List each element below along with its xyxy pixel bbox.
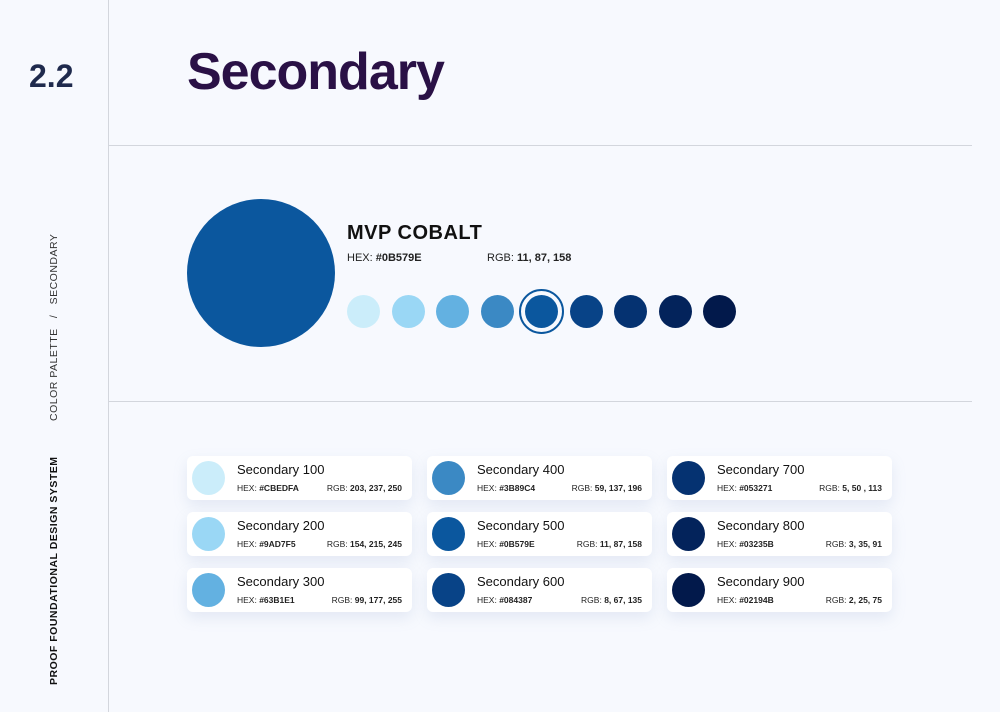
section-number: 2.2 <box>29 58 74 94</box>
swatch-circle <box>192 461 225 495</box>
feature-color-circle <box>187 199 335 347</box>
swatch-card: Secondary 700 HEX: #053271 RGB: 5, 50 , … <box>667 456 892 500</box>
swatch-rgb: RGB: 59, 137, 196 <box>571 483 642 493</box>
swatch-rgb: RGB: 11, 87, 158 <box>576 539 642 549</box>
design-system-label: PROOF FOUNDATIONAL DESIGN SYSTEM <box>48 456 60 685</box>
swatch-card: Secondary 200 HEX: #9AD7F5 RGB: 154, 215… <box>187 512 412 556</box>
swatch-name: Secondary 300 <box>237 574 325 589</box>
swatch-name: Secondary 200 <box>237 518 325 533</box>
swatch-rgb: RGB: 99, 177, 255 <box>331 595 402 605</box>
page-title: Secondary <box>187 43 445 101</box>
breadcrumb: COLOR PALETTE / SECONDARY <box>48 233 60 421</box>
swatch-name: Secondary 800 <box>717 518 805 533</box>
swatch-rgb: RGB: 8, 67, 135 <box>581 595 642 605</box>
swatch-hex: HEX: #0B579E <box>477 539 535 549</box>
swatch-hex: HEX: #053271 <box>717 483 773 493</box>
swatch-circle <box>672 573 705 607</box>
section-divider <box>108 401 972 402</box>
feature-hex: HEX: #0B579E <box>347 252 422 264</box>
sidebar-divider <box>108 0 109 712</box>
swatch-circle <box>432 461 465 495</box>
swatch-name: Secondary 400 <box>477 462 565 477</box>
swatch-hex: HEX: #084387 <box>477 595 533 605</box>
swatch-hex: HEX: #CBEDFA <box>237 483 299 493</box>
swatch-card: Secondary 100 HEX: #CBEDFA RGB: 203, 237… <box>187 456 412 500</box>
swatch-rgb: RGB: 2, 25, 75 <box>825 595 882 605</box>
swatch-card: Secondary 300 HEX: #63B1E1 RGB: 99, 177,… <box>187 568 412 612</box>
swatch-dot[interactable] <box>614 295 647 328</box>
swatch-hex: HEX: #9AD7F5 <box>237 539 296 549</box>
swatch-hex: HEX: #3B89C4 <box>477 483 536 493</box>
swatch-name: Secondary 500 <box>477 518 565 533</box>
swatch-circle <box>432 573 465 607</box>
swatch-circle <box>192 517 225 551</box>
swatch-circle <box>432 517 465 551</box>
swatch-dot[interactable] <box>436 295 469 328</box>
swatch-dot[interactable] <box>480 295 514 328</box>
swatch-name: Secondary 700 <box>717 462 805 477</box>
feature-rgb: RGB: 11, 87, 158 <box>487 252 572 264</box>
selected-swatch-ring <box>519 289 564 334</box>
header-divider <box>108 145 972 146</box>
swatch-dot[interactable] <box>569 295 603 328</box>
swatch-rgb: RGB: 3, 35, 91 <box>825 539 882 549</box>
swatch-circle <box>672 517 705 551</box>
swatch-card: Secondary 800 HEX: #03235B RGB: 3, 35, 9… <box>667 512 892 556</box>
feature-color-name: MVP COBALT <box>347 222 483 244</box>
swatch-card: Secondary 500 HEX: #0B579E RGB: 11, 87, … <box>427 512 652 556</box>
swatch-card: Secondary 900 HEX: #02194B RGB: 2, 25, 7… <box>667 568 892 612</box>
swatch-card: Secondary 400 HEX: #3B89C4 RGB: 59, 137,… <box>427 456 652 500</box>
swatch-name: Secondary 900 <box>717 574 805 589</box>
swatch-circle <box>672 461 705 495</box>
swatch-hex: HEX: #63B1E1 <box>237 595 295 605</box>
swatch-rgb: RGB: 203, 237, 250 <box>326 483 402 493</box>
swatch-rgb: RGB: 5, 50 , 113 <box>819 483 882 493</box>
swatch-dot[interactable] <box>347 295 380 328</box>
swatch-name: Secondary 600 <box>477 574 565 589</box>
swatch-card: Secondary 600 HEX: #084387 RGB: 8, 67, 1… <box>427 568 652 612</box>
swatch-dot[interactable] <box>525 295 558 328</box>
swatch-dot[interactable] <box>658 295 692 328</box>
swatch-dot[interactable] <box>391 295 425 328</box>
swatch-hex: HEX: #03235B <box>717 539 774 549</box>
swatch-hex: HEX: #02194B <box>717 595 774 605</box>
swatch-name: Secondary 100 <box>237 462 325 477</box>
swatch-rgb: RGB: 154, 215, 245 <box>326 539 402 549</box>
swatch-dot[interactable] <box>703 295 736 328</box>
swatch-circle <box>192 573 225 607</box>
